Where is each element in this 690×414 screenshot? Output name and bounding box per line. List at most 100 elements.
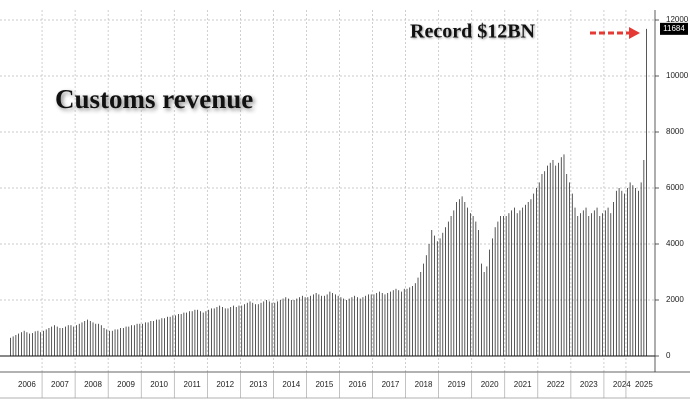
bar [114, 329, 116, 356]
x-tick-label: 2008 [84, 380, 102, 389]
bar [376, 293, 378, 356]
bar [486, 266, 488, 356]
bar [536, 188, 537, 356]
bar [450, 216, 452, 356]
bar [368, 294, 369, 356]
bar [618, 188, 620, 356]
bar [128, 326, 130, 356]
bar [621, 190, 623, 356]
bar [530, 199, 532, 356]
bar [26, 332, 28, 356]
bar [552, 160, 554, 356]
bar [602, 213, 603, 356]
bar [37, 330, 39, 356]
bar [469, 213, 471, 356]
bar [635, 188, 636, 356]
bar [222, 307, 223, 356]
bar [525, 204, 526, 356]
value-label: 11684 [663, 24, 685, 33]
bar [390, 291, 391, 356]
bar [351, 297, 353, 356]
y-tick-label: 6000 [666, 183, 684, 192]
bar [288, 298, 289, 356]
bar [436, 241, 438, 356]
x-tick-label: 2010 [150, 380, 168, 389]
bar [588, 216, 590, 356]
arrow-head [629, 27, 640, 39]
x-tick-label: 2006 [18, 380, 36, 389]
x-tick-label: 2019 [448, 380, 466, 389]
bar [87, 319, 88, 356]
bar [610, 213, 612, 356]
bar [200, 311, 201, 356]
bar [326, 294, 328, 356]
plot [0, 10, 655, 372]
bar [632, 185, 634, 356]
x-tick-label: 2022 [547, 380, 565, 389]
bar [337, 295, 339, 356]
bar [398, 290, 400, 356]
bar [417, 277, 419, 356]
bar [423, 263, 424, 356]
x-tick-label: 2016 [349, 380, 367, 389]
bar [109, 330, 110, 356]
bar [593, 210, 595, 356]
bar [158, 319, 160, 356]
bar [547, 165, 548, 356]
bar [420, 272, 422, 356]
bar [194, 309, 196, 356]
bar [191, 311, 193, 356]
bar [591, 213, 592, 356]
bar [15, 335, 17, 356]
bar [335, 294, 336, 356]
bar [646, 28, 647, 357]
bar [425, 255, 427, 356]
bar [497, 221, 499, 356]
bar [596, 207, 598, 356]
bar [147, 322, 149, 356]
bar [604, 210, 606, 356]
bar [67, 325, 69, 356]
y-tick-label: 2000 [666, 295, 684, 304]
bar [541, 174, 543, 356]
bar [279, 300, 281, 356]
bar [456, 202, 457, 356]
bar [607, 207, 609, 356]
bar [103, 328, 105, 356]
bar [577, 216, 579, 356]
x-tick-label: 2025 [635, 380, 653, 389]
bar [111, 330, 113, 356]
y-tick-label: 0 [666, 351, 671, 360]
bar [464, 202, 466, 356]
bar [315, 293, 317, 356]
bar [412, 286, 413, 356]
bar [362, 297, 364, 356]
bar [483, 272, 485, 356]
bar [343, 298, 344, 356]
bar [73, 326, 75, 356]
bar [414, 283, 416, 356]
bar [403, 288, 405, 356]
bar [133, 325, 135, 356]
bar [555, 165, 557, 356]
bar [224, 308, 226, 356]
bar [161, 318, 163, 356]
bar [304, 297, 306, 356]
x-tick-label: 2014 [282, 380, 300, 389]
bar [10, 337, 11, 356]
bar [34, 331, 36, 356]
bar [12, 336, 14, 356]
bar [401, 291, 402, 356]
bar [514, 207, 515, 356]
bar [189, 311, 190, 356]
bar [255, 304, 256, 356]
bar [301, 295, 303, 356]
bar [216, 307, 218, 356]
bar [409, 287, 411, 356]
bar [65, 326, 66, 356]
bar [516, 213, 518, 356]
bar [494, 227, 496, 356]
bar [290, 300, 292, 356]
bar [81, 322, 83, 356]
